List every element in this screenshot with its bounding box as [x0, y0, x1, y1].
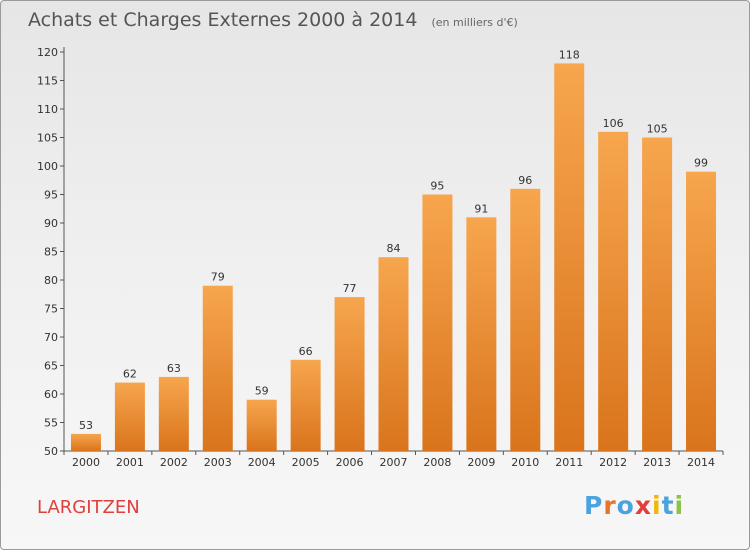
data-label: 96 [518, 174, 532, 187]
data-label: 95 [430, 180, 444, 193]
data-label: 77 [343, 282, 357, 295]
x-tick-label: 2000 [72, 456, 100, 469]
chart-title: Achats et Charges Externes 2000 à 2014 [28, 9, 418, 31]
data-label: 106 [603, 117, 624, 130]
bar [246, 399, 277, 451]
data-label: 59 [255, 385, 269, 398]
x-tick-label: 2013 [643, 456, 671, 469]
y-tick-label: 115 [37, 75, 58, 88]
chart-subtitle: (en milliers d'€) [431, 16, 518, 29]
logo-letter: x [634, 491, 652, 520]
y-tick-label: 85 [44, 246, 58, 259]
bar [70, 433, 101, 451]
y-tick-label: 110 [37, 103, 58, 116]
data-label: 79 [211, 271, 225, 284]
y-tick-label: 60 [44, 388, 58, 401]
y-tick-label: 65 [44, 360, 58, 373]
commune-name: LARGITZEN [37, 497, 140, 518]
y-tick-label: 50 [44, 445, 58, 458]
logo-letter: o [616, 491, 635, 520]
logo-letter: r [603, 491, 617, 520]
x-tick-label: 2014 [687, 456, 715, 469]
y-tick-label: 120 [37, 46, 58, 59]
y-tick-label: 55 [44, 417, 58, 430]
x-tick-label: 2003 [204, 456, 232, 469]
data-label: 99 [694, 157, 708, 170]
bar [686, 171, 717, 451]
data-label: 91 [474, 202, 488, 215]
x-tick-label: 2001 [116, 456, 144, 469]
bar [554, 63, 585, 452]
bar [378, 257, 409, 451]
y-tick-label: 90 [44, 217, 58, 230]
bar [510, 188, 541, 452]
chart-title-block: Achats et Charges Externes 2000 à 2014 (… [28, 9, 518, 31]
x-tick-label: 2012 [599, 456, 627, 469]
data-label: 118 [559, 48, 580, 61]
y-tick-label: 75 [44, 303, 58, 316]
proxiti-logo: Proxiti [584, 491, 684, 520]
bar [114, 382, 145, 451]
logo-letter: P [584, 491, 604, 520]
data-label: 84 [387, 242, 401, 255]
bar [598, 131, 629, 452]
x-tick-label: 2008 [423, 456, 451, 469]
x-tick-label: 2010 [511, 456, 539, 469]
x-tick-label: 2011 [555, 456, 583, 469]
y-tick-label: 70 [44, 331, 58, 344]
x-tick-label: 2005 [292, 456, 320, 469]
data-label: 66 [299, 345, 313, 358]
bar [422, 194, 453, 451]
x-tick-label: 2007 [380, 456, 408, 469]
bar [158, 376, 189, 451]
data-label: 63 [167, 362, 181, 375]
logo-letter: i [652, 491, 662, 520]
data-label: 62 [123, 368, 137, 381]
y-tick-label: 95 [44, 189, 58, 202]
x-tick-label: 2009 [467, 456, 495, 469]
y-tick-label: 100 [37, 160, 58, 173]
data-label: 105 [647, 123, 668, 136]
logo-letter: i [674, 491, 685, 520]
x-tick-label: 2006 [336, 456, 364, 469]
bar [466, 217, 497, 451]
x-tick-label: 2002 [160, 456, 188, 469]
y-tick-label: 80 [44, 274, 58, 287]
data-label: 53 [79, 419, 93, 432]
bar [202, 285, 233, 451]
logo-letter: t [661, 491, 675, 520]
y-tick-label: 105 [37, 132, 58, 145]
bar [642, 137, 673, 451]
bar [290, 359, 321, 451]
bar [334, 297, 365, 451]
x-tick-label: 2004 [248, 456, 276, 469]
